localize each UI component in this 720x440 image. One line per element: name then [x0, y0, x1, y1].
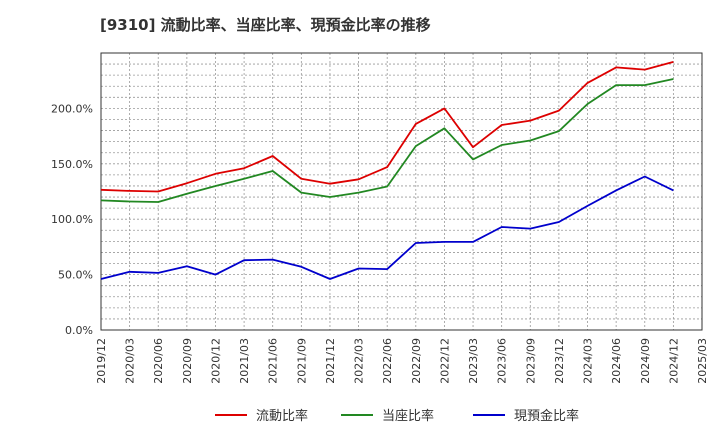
x-tick-label: 2024/12	[667, 338, 680, 384]
grid-layer	[101, 53, 702, 330]
x-tick-label: 2023/09	[524, 338, 537, 384]
y-tick-label: 100.0%	[51, 213, 93, 226]
x-tick-label: 2021/06	[267, 338, 280, 384]
x-tick-label: 2021/09	[295, 338, 308, 384]
series-line-2	[100, 78, 674, 203]
legend-label-2: 当座比率	[382, 408, 434, 424]
chart-title: [9310] 流動比率、当座比率、現預金比率の推移	[100, 16, 431, 34]
legend-label-1: 流動比率	[256, 408, 308, 424]
y-tick-label: 0.0%	[65, 324, 93, 337]
axis-layer: 0.0% 50.0% 100.0% 150.0% 200.0% 2019/12 2020/0…	[51, 102, 709, 383]
plot-frame	[100, 52, 703, 331]
x-tick-label: 2023/03	[467, 338, 480, 384]
series-line-1	[100, 61, 674, 193]
x-tick-label: 2020/03	[124, 338, 137, 384]
x-tick-label: 2022/06	[381, 338, 394, 384]
x-tick-label: 2022/12	[438, 338, 451, 384]
x-tick-label: 2021/12	[324, 338, 337, 384]
x-tick-label: 2024/09	[639, 338, 652, 384]
series-layer	[100, 61, 674, 280]
x-tick-label: 2023/06	[496, 338, 509, 384]
series-line-3	[100, 175, 674, 280]
legend: 流動比率 当座比率 現預金比率	[215, 408, 579, 424]
x-tick-label: 2021/03	[238, 338, 251, 384]
y-tick-label: 150.0%	[51, 158, 93, 171]
x-tick-label: 2022/03	[353, 338, 366, 384]
legend-label-3: 現預金比率	[514, 408, 579, 424]
x-tick-label: 2023/12	[553, 338, 566, 384]
x-tick-label: 2022/09	[410, 338, 423, 384]
y-tick-label: 200.0%	[51, 102, 93, 115]
x-tick-label: 2025/03	[696, 338, 709, 384]
x-tick-label: 2020/09	[181, 338, 194, 384]
x-tick-label: 2024/06	[610, 338, 623, 384]
x-tick-label: 2020/12	[209, 338, 222, 384]
y-tick-label: 50.0%	[58, 269, 93, 282]
x-tick-label: 2020/06	[152, 338, 165, 384]
x-tick-label: 2024/03	[582, 338, 595, 384]
x-tick-label: 2019/12	[95, 338, 108, 384]
